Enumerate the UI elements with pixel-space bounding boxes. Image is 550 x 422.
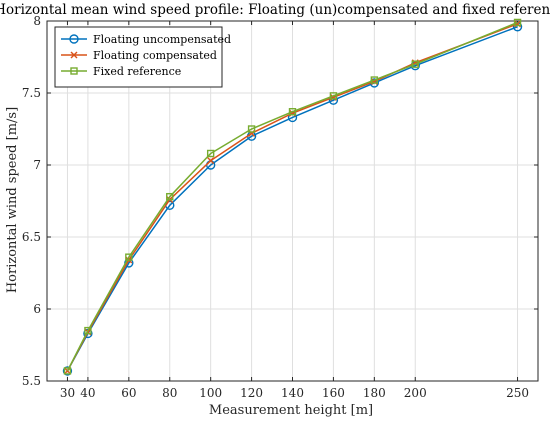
x-axis: 30 40 60 80 100 120 140 160 180 200 250 <box>60 21 529 400</box>
data-point <box>207 157 215 165</box>
y-tick-label: 6.5 <box>22 230 41 244</box>
legend-item: Fixed reference <box>61 65 181 78</box>
marker-stroke <box>207 157 215 165</box>
data-point <box>370 76 379 84</box>
x-tick-label: 60 <box>121 386 136 400</box>
legend-marker <box>70 51 78 59</box>
data-point <box>288 108 297 116</box>
x-tick-label: 180 <box>363 386 386 400</box>
y-tick-label: 7 <box>33 158 41 172</box>
y-tick-label: 8 <box>33 14 41 28</box>
x-tick-label: 250 <box>506 386 529 400</box>
x-tick-label: 100 <box>199 386 222 400</box>
x-tick-label: 160 <box>322 386 345 400</box>
series-fixed-reference <box>63 18 522 375</box>
x-axis-label: Measurement height [m] <box>209 403 373 418</box>
legend-label: Fixed reference <box>93 65 181 78</box>
y-axis-label: Horizontal wind speed [m/s] <box>5 107 20 293</box>
legend-marker <box>69 34 79 44</box>
x-tick-label: 140 <box>281 386 304 400</box>
data-point <box>329 92 338 100</box>
x-tick-label: 40 <box>80 386 95 400</box>
legend-label: Floating uncompensated <box>93 33 231 46</box>
series-line <box>66 26 518 372</box>
data-point <box>63 367 71 375</box>
data-point <box>513 18 522 27</box>
x-tick-label: 200 <box>404 386 427 400</box>
y-tick-label: 6 <box>33 302 41 316</box>
data-point <box>63 367 72 375</box>
data-point <box>166 192 174 201</box>
legend: Floating uncompensated Floating compensat… <box>54 26 231 88</box>
data-point <box>411 60 419 68</box>
data-point <box>125 253 133 261</box>
legend-marker <box>70 67 78 75</box>
y-tick-label: 7.5 <box>22 86 41 100</box>
legend-item: Floating uncompensated <box>61 33 231 46</box>
x-tick-label: 30 <box>60 386 75 400</box>
x-tick-label: 120 <box>240 386 263 400</box>
data-point <box>62 366 73 376</box>
data-point <box>84 326 92 335</box>
marker-stroke <box>63 367 71 375</box>
chart-title: Horizontal mean wind speed profile: Floa… <box>0 2 550 18</box>
y-axis: 5.5 6 6.5 7 7.5 8 <box>22 14 538 388</box>
legend-label: Floating compensated <box>93 49 217 62</box>
series-group <box>62 18 523 376</box>
x-tick-label: 80 <box>162 386 177 400</box>
marker-stroke <box>70 51 78 59</box>
data-point <box>206 149 215 158</box>
data-point <box>247 125 256 133</box>
legend-item: Floating compensated <box>61 49 217 62</box>
legend-box <box>54 26 223 88</box>
y-tick-label: 5.5 <box>22 374 41 388</box>
series-line <box>66 21 518 372</box>
